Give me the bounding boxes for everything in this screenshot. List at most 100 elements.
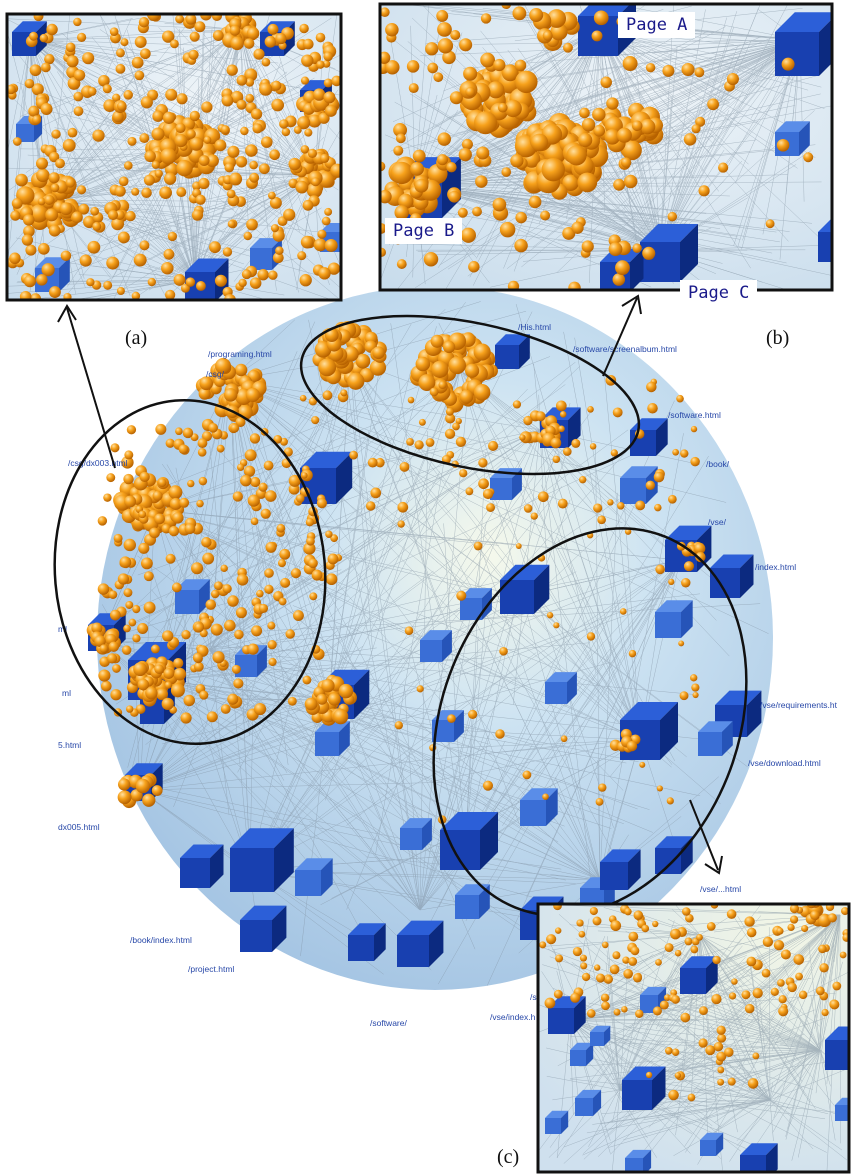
- leaf-node: [44, 53, 55, 65]
- leaf-node: [519, 434, 526, 441]
- leaf-node: [707, 98, 719, 111]
- leaf-node: [258, 603, 269, 614]
- leaf-node: [48, 224, 61, 237]
- leaf-node: [151, 785, 163, 796]
- leaf-node: [558, 425, 565, 433]
- leaf-node: [302, 199, 314, 211]
- leaf-node: [465, 487, 474, 496]
- leaf-node: [267, 640, 277, 650]
- page-node: [455, 884, 490, 919]
- leaf-node: [193, 661, 204, 672]
- leaf-node: [115, 63, 126, 74]
- leaf-node: [641, 924, 650, 933]
- leaf-node: [161, 261, 174, 275]
- leaf-node: [249, 172, 260, 183]
- leaf-node: [592, 107, 606, 122]
- leaf-node: [98, 669, 111, 682]
- leaf-node: [433, 72, 444, 83]
- leaf-node: [127, 136, 137, 146]
- leaf-node: [110, 689, 122, 701]
- leaf-node: [332, 708, 349, 725]
- leaf-node: [610, 449, 618, 457]
- leaf-node: [581, 240, 594, 253]
- page-node: [680, 956, 718, 994]
- leaf-node: [676, 394, 684, 403]
- leaf-node: [476, 146, 490, 160]
- leaf-node: [73, 69, 86, 81]
- leaf-node: [580, 962, 588, 970]
- leaf-node: [647, 402, 658, 414]
- leaf-node: [37, 243, 50, 255]
- leaf-node: [151, 160, 160, 169]
- leaf-node: [267, 621, 276, 630]
- leaf-node: [445, 407, 455, 416]
- caption-b: (b): [766, 327, 790, 349]
- leaf-node: [554, 927, 562, 934]
- leaf-node: [780, 949, 791, 960]
- leaf-node: [150, 644, 160, 654]
- leaf-node: [552, 455, 561, 464]
- leaf-node: [645, 63, 656, 73]
- leaf-node: [437, 38, 454, 54]
- leaf-node: [163, 248, 175, 260]
- node-label: ml: [58, 624, 67, 634]
- leaf-node: [249, 433, 261, 444]
- leaf-node: [450, 30, 461, 41]
- leaf-node: [103, 280, 113, 290]
- leaf-node: [189, 110, 200, 122]
- leaf-node: [595, 973, 606, 983]
- page-node: [545, 1110, 569, 1134]
- leaf-node: [272, 229, 285, 242]
- leaf-node: [668, 1089, 679, 1101]
- leaf-node: [227, 220, 236, 228]
- leaf-node: [621, 140, 642, 161]
- leaf-node: [801, 924, 809, 933]
- leaf-node: [123, 538, 137, 552]
- leaf-node: [313, 238, 327, 252]
- leaf-node: [40, 103, 53, 116]
- leaf-node: [142, 793, 156, 807]
- leaf-node: [179, 497, 190, 508]
- leaf-node: [418, 374, 436, 392]
- leaf-node: [300, 235, 314, 249]
- page-node: [625, 1149, 652, 1172]
- leaf-node: [825, 904, 835, 912]
- leaf-node: [307, 148, 318, 159]
- leaf-node: [712, 955, 721, 965]
- page-node: [818, 218, 832, 262]
- leaf-node: [210, 623, 223, 636]
- leaf-node: [236, 463, 245, 472]
- leaf-node: [185, 277, 196, 287]
- leaf-node: [138, 17, 150, 28]
- page-node: [775, 12, 832, 76]
- leaf-node: [726, 909, 737, 919]
- leaf-node: [442, 340, 456, 354]
- leaf-node: [682, 907, 691, 916]
- leaf-node: [165, 438, 175, 448]
- leaf-node: [406, 60, 420, 73]
- leaf-node: [501, 64, 519, 82]
- leaf-node: [87, 86, 97, 96]
- leaf-node: [674, 949, 682, 957]
- leaf-node: [152, 490, 163, 501]
- node-label: /vse/download.html: [748, 758, 821, 768]
- leaf-node: [436, 154, 449, 166]
- leaf-node: [37, 197, 46, 206]
- leaf-node: [595, 797, 604, 806]
- leaf-node: [316, 498, 327, 509]
- leaf-node: [577, 172, 598, 193]
- leaf-node: [653, 471, 665, 483]
- leaf-node: [121, 645, 132, 655]
- leaf-node: [447, 714, 456, 723]
- leaf-node: [523, 504, 533, 513]
- node-label: /vse/requirements.ht: [760, 700, 838, 710]
- leaf-node: [322, 390, 333, 401]
- leaf-node: [499, 646, 508, 656]
- leaf-node: [265, 541, 277, 553]
- page-node: [545, 672, 577, 704]
- leaf-node: [23, 225, 35, 238]
- leaf-node: [305, 518, 314, 527]
- leaf-node: [32, 115, 42, 125]
- leaf-node: [44, 194, 55, 205]
- leaf-node: [318, 267, 331, 280]
